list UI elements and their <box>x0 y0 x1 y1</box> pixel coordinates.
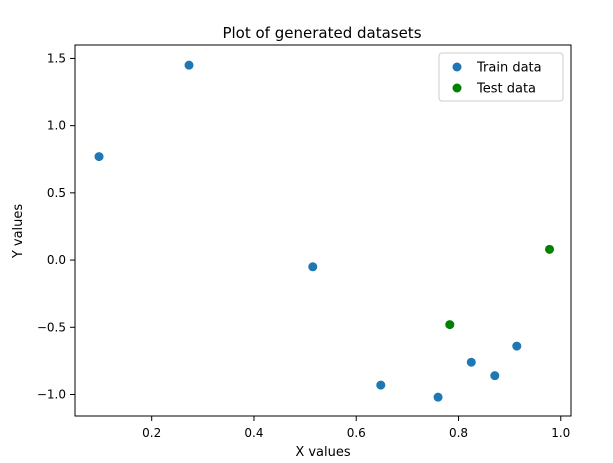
x-tick-label: 0.4 <box>244 426 263 440</box>
legend-label-test: Test data <box>476 82 536 97</box>
train-data-point <box>466 357 476 367</box>
x-axis-label: X values <box>295 445 351 460</box>
train-data-point <box>376 380 386 390</box>
legend-marker-test <box>452 83 462 93</box>
train-data-point <box>308 262 318 272</box>
x-tick-label: 0.2 <box>142 426 161 440</box>
y-tick-label: −1.0 <box>37 387 66 401</box>
train-data-point <box>512 341 522 351</box>
y-axis-ticks: −1.0 −0.5 0.0 0.5 1.0 1.5 <box>37 51 75 401</box>
train-data-point <box>490 371 500 381</box>
x-axis-ticks: 0.2 0.4 0.6 0.8 1.0 <box>142 416 570 440</box>
y-axis-label: Y values <box>11 204 26 260</box>
axes-frame <box>74 44 572 417</box>
legend-marker-train <box>452 62 462 72</box>
test-data-point <box>445 320 455 330</box>
y-tick-label: −0.5 <box>37 320 66 334</box>
train-data-point <box>94 152 104 162</box>
legend-box <box>438 52 564 102</box>
y-tick-label: 1.0 <box>47 119 66 133</box>
y-tick-label: 1.5 <box>47 51 66 65</box>
test-data-point <box>545 244 555 254</box>
data-points <box>94 60 555 402</box>
y-tick-label: 0.5 <box>47 186 66 200</box>
chart-title: Plot of generated datasets <box>222 24 421 42</box>
legend-label-train: Train data <box>476 61 542 76</box>
train-data-point <box>184 60 194 70</box>
y-tick-label: 0.0 <box>47 253 66 267</box>
train-data-point <box>433 392 443 402</box>
x-tick-label: 0.6 <box>347 426 366 440</box>
x-tick-label: 0.8 <box>449 426 468 440</box>
x-tick-label: 1.0 <box>551 426 570 440</box>
legend: Train data Test data <box>438 52 564 102</box>
plot-area: 0.2 0.4 0.6 0.8 1.0 −1.0 −0.5 0.0 0.5 1.0 1.5 <box>37 44 572 440</box>
